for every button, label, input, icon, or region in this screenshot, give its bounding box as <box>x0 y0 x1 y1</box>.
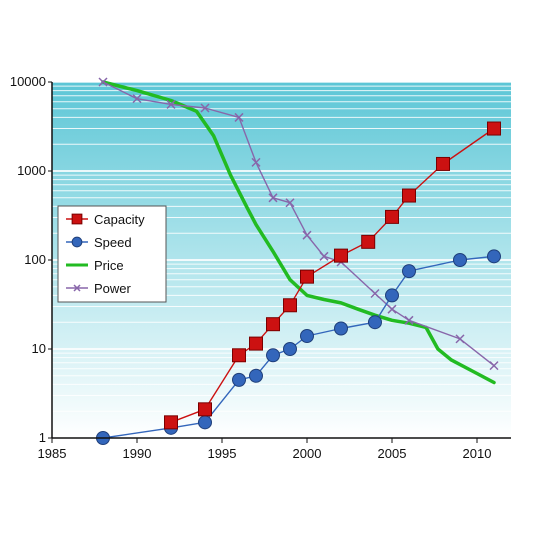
capacity-point <box>436 156 450 171</box>
speed-point <box>283 342 297 356</box>
power-point <box>234 112 244 122</box>
power-point <box>455 334 465 344</box>
x-tick-label: 2010 <box>463 446 492 461</box>
x-tick-label: 1990 <box>123 446 152 461</box>
price-line <box>101 80 496 385</box>
legend-swatch-marker <box>71 236 83 248</box>
legend-label-capacity: Capacity <box>94 212 145 227</box>
legend-item-power: Power <box>66 281 132 296</box>
capacity-point <box>487 121 501 136</box>
legend-label-price: Price <box>94 258 124 273</box>
legend-item-speed: Speed <box>66 235 132 250</box>
legend-swatch-marker <box>71 213 83 225</box>
x-tick-label: 1995 <box>208 446 237 461</box>
power-point <box>387 304 397 314</box>
legend: Capacity Speed Price Power <box>57 205 167 303</box>
speed-point <box>266 348 280 363</box>
capacity-point <box>334 248 348 263</box>
capacity-point <box>266 317 280 332</box>
power-point <box>200 103 210 113</box>
capacity-point <box>300 269 314 284</box>
power-point <box>251 157 261 167</box>
power-point <box>98 77 108 87</box>
capacity-point <box>402 188 416 203</box>
series-layer <box>96 77 501 445</box>
x-tick-label: 2005 <box>378 446 407 461</box>
speed-point <box>232 372 246 387</box>
power-line <box>102 81 495 367</box>
capacity-point <box>361 234 376 249</box>
grid <box>52 81 511 439</box>
y-tick-label: 1 <box>39 430 46 445</box>
x-tick-label: 1985 <box>38 446 67 461</box>
legend-label-power: Power <box>94 281 132 296</box>
speed-point <box>198 415 212 430</box>
speed-point <box>368 315 382 330</box>
speed-point <box>402 264 416 279</box>
capacity-point <box>249 336 263 351</box>
power-point <box>302 230 312 240</box>
capacity-point <box>232 348 246 363</box>
power-point <box>319 251 329 261</box>
speed-point <box>385 288 399 303</box>
speed-point <box>249 368 263 383</box>
speed-point <box>453 253 467 267</box>
series-capacity <box>164 121 501 430</box>
power-point <box>285 198 295 208</box>
power-point <box>268 193 278 203</box>
y-tick-label: 10 <box>32 341 46 356</box>
y-tick-label: 100 <box>24 252 46 267</box>
power-point <box>489 361 499 371</box>
y-tick-label: 1000 <box>17 163 46 178</box>
x-tick-label: 2000 <box>293 446 322 461</box>
legend-item-capacity: Capacity <box>66 212 145 227</box>
speed-point <box>334 321 348 336</box>
power-point <box>132 94 142 104</box>
ticks: 1985 1990 1995 2000 2005 2010 1 10 100 1000 10000 <box>10 74 492 461</box>
power-point <box>370 289 380 299</box>
series-price <box>101 80 496 385</box>
capacity-point <box>385 209 399 224</box>
y-tick-label: 10000 <box>10 74 46 89</box>
speed-point <box>300 328 314 343</box>
legend-label-speed: Speed <box>94 235 132 250</box>
legend-item-price: Price <box>66 258 124 273</box>
capacity-point <box>198 402 212 417</box>
power-point <box>404 315 414 325</box>
power-point <box>166 99 176 109</box>
speed-point <box>487 249 501 264</box>
capacity-point <box>283 298 297 313</box>
legend-swatch-marker <box>73 284 81 292</box>
series-power <box>98 77 499 371</box>
capacity-point <box>164 415 178 430</box>
